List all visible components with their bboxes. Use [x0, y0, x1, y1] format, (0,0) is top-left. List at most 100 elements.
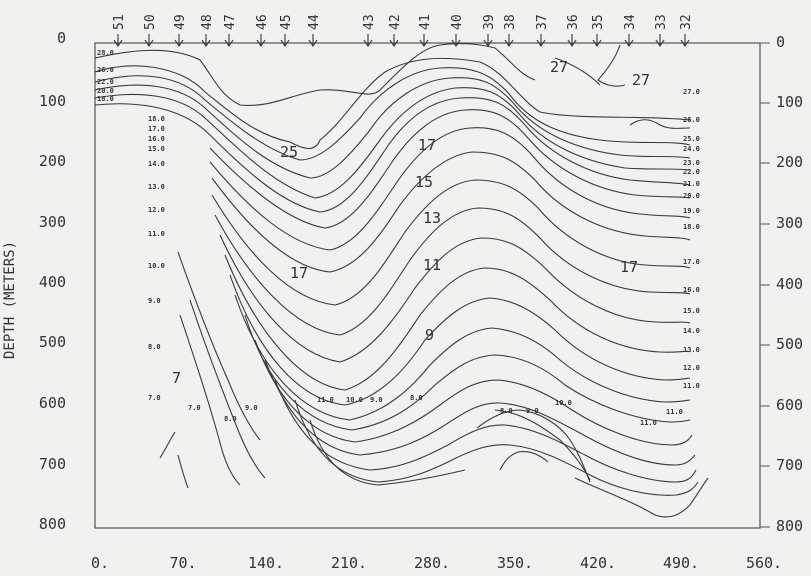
isotherm-line — [211, 151, 691, 273]
contour-value: 16.0 — [683, 286, 700, 294]
y-tick-labels-left: 0 100 200 300 400 500 600 700 800 — [39, 29, 66, 533]
contour-value: 18.0 — [97, 95, 114, 103]
y-tick-label: 200 — [776, 153, 803, 171]
station-arrow-icon — [256, 34, 266, 48]
isotherm-line — [94, 87, 691, 199]
contour-value: 11.0 — [683, 382, 700, 390]
isotherm-line — [494, 409, 591, 481]
contour-value: 7.0 — [188, 404, 201, 412]
contour-value: 18.0 — [683, 223, 700, 231]
station-arrow-icon — [504, 34, 514, 48]
station-arrow-icon — [363, 34, 373, 48]
station-number: 45 — [279, 14, 294, 30]
x-tick-label: 280. — [414, 554, 450, 572]
x-tick-label: 210. — [331, 554, 367, 572]
station-number: 42 — [388, 14, 403, 30]
contour-label: 15 — [415, 173, 433, 191]
contour-value: 19.0 — [683, 207, 700, 215]
contour-value: 14.0 — [683, 327, 700, 335]
contour-value: 22.0 — [683, 168, 700, 176]
station-number: 39 — [482, 14, 497, 30]
isotherm-line — [229, 274, 691, 406]
contour-value: 7.0 — [148, 394, 161, 402]
x-tick-label: 0. — [91, 554, 109, 572]
y-tick-label: 100 — [776, 93, 803, 111]
isotherm-line — [94, 77, 691, 179]
station-arrow-icon — [419, 34, 429, 48]
station-arrow-icon — [201, 34, 211, 48]
isotherm-line — [177, 251, 261, 441]
contour-value: 24.0 — [683, 145, 700, 153]
isotherm-line — [219, 234, 691, 363]
y-tick-label: 500 — [776, 335, 803, 353]
isotherm-line — [554, 57, 601, 86]
isotherm-line — [234, 294, 691, 421]
contour-value: 23.0 — [683, 159, 700, 167]
contour-label: 7 — [172, 369, 181, 387]
contour-value: 14.0 — [148, 160, 165, 168]
contour-value: 11.0 — [317, 396, 334, 404]
contour-value: 13.0 — [148, 183, 165, 191]
station-arrow-icon — [592, 34, 602, 48]
station-markers: 51 50 49 48 47 46 45 44 43 42 41 40 39 38 37 36 35 34 33 32 — [112, 14, 694, 48]
station-number: 49 — [173, 14, 188, 30]
isotherm-line — [211, 179, 691, 306]
isotherm-line — [209, 109, 691, 229]
y-tick-label: 500 — [39, 333, 66, 351]
y-tick-label: 400 — [39, 273, 66, 291]
contour-value: 21.0 — [683, 180, 700, 188]
isotherm-line — [214, 207, 691, 336]
contour-label: 25 — [280, 143, 298, 161]
contour-value: 10.0 — [555, 399, 572, 407]
x-tick-labels: 0. 70. 140. 210. 280. 350. 420. 490. 560… — [91, 554, 782, 572]
isotherm-line — [476, 409, 591, 483]
station-number: 40 — [450, 14, 465, 30]
y-tick-label: 600 — [39, 394, 66, 412]
contour-value: 9.0 — [245, 404, 258, 412]
contour-value: 26.0 — [97, 66, 114, 74]
contour-label: 11 — [423, 256, 441, 274]
station-number: 51 — [112, 14, 127, 30]
contour-value: 9.0 — [526, 407, 539, 415]
station-number: 47 — [223, 14, 238, 30]
y-tick-label: 0 — [57, 29, 66, 47]
contour-value: 10.0 — [148, 262, 165, 270]
contour-value: 18.0 — [148, 115, 165, 123]
contour-value: 27.0 — [683, 88, 700, 96]
station-number: 48 — [200, 14, 215, 30]
contour-label: 17 — [620, 258, 638, 276]
isotherm-line — [159, 431, 176, 459]
contour-value: 8.0 — [500, 407, 513, 415]
contour-value: 9.0 — [370, 396, 383, 404]
station-arrow-icon — [174, 34, 184, 48]
x-tick-label: 140. — [248, 554, 284, 572]
station-number: 33 — [654, 14, 669, 30]
contour-value: 8.0 — [410, 394, 423, 402]
contour-value: 10.0 — [346, 396, 363, 404]
station-number: 50 — [143, 14, 158, 30]
y-tick-label: 400 — [776, 275, 803, 293]
station-arrow-icon — [389, 34, 399, 48]
station-arrow-icon — [308, 34, 318, 48]
contour-value: 9.0 — [148, 297, 161, 305]
y-axis-label: DEPTH (METERS) — [2, 241, 18, 359]
contour-value: 12.0 — [683, 364, 700, 372]
station-number: 41 — [418, 14, 433, 30]
contour-value: 28.0 — [97, 49, 114, 57]
minor-contour-labels: 28.0 26.0 22.0 20.0 18.0 18.0 17.0 16.0 … — [97, 49, 700, 427]
x-tick-label: 350. — [497, 554, 533, 572]
isotherm-line — [94, 97, 691, 213]
contour-value: 26.0 — [683, 116, 700, 124]
station-arrow-icon — [144, 34, 154, 48]
contour-value: 15.0 — [683, 307, 700, 315]
isotherm-line — [224, 254, 691, 391]
contour-value: 8.0 — [224, 415, 237, 423]
y-tick-label: 0 — [776, 33, 785, 51]
station-number: 36 — [566, 14, 581, 30]
isotherm-line — [244, 314, 691, 431]
contour-label: 9 — [425, 326, 434, 344]
isotherm-line — [499, 451, 549, 471]
station-number: 32 — [679, 14, 694, 30]
isotherm-line — [177, 454, 189, 489]
isotherm-line — [309, 419, 466, 486]
